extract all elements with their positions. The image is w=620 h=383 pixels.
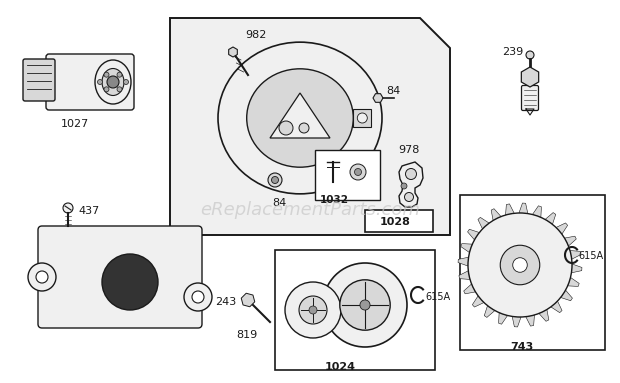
Polygon shape	[373, 94, 383, 102]
FancyBboxPatch shape	[46, 54, 134, 110]
Polygon shape	[551, 301, 562, 313]
FancyBboxPatch shape	[23, 59, 55, 101]
FancyBboxPatch shape	[521, 85, 539, 111]
Circle shape	[350, 164, 366, 180]
Polygon shape	[526, 315, 534, 326]
Polygon shape	[570, 250, 581, 259]
Text: 437: 437	[78, 206, 99, 216]
Bar	[353, 109, 371, 127]
Ellipse shape	[102, 69, 124, 95]
Text: 819: 819	[236, 330, 257, 340]
Polygon shape	[461, 244, 472, 252]
Text: 1024: 1024	[325, 362, 356, 372]
Circle shape	[102, 254, 158, 310]
Polygon shape	[521, 67, 539, 87]
Circle shape	[323, 263, 407, 347]
Polygon shape	[467, 229, 479, 240]
Circle shape	[104, 87, 109, 92]
Polygon shape	[539, 309, 549, 321]
Ellipse shape	[95, 60, 131, 104]
Circle shape	[340, 280, 390, 330]
Text: 615A: 615A	[425, 292, 450, 302]
Circle shape	[36, 271, 48, 283]
Bar	[365, 210, 433, 232]
Circle shape	[500, 245, 540, 285]
Circle shape	[285, 282, 341, 338]
Polygon shape	[229, 47, 237, 57]
Circle shape	[404, 193, 414, 201]
Circle shape	[279, 121, 293, 135]
Polygon shape	[568, 277, 579, 286]
Circle shape	[107, 76, 119, 88]
Polygon shape	[484, 306, 495, 318]
Polygon shape	[170, 18, 450, 235]
Circle shape	[405, 169, 417, 180]
Polygon shape	[459, 271, 470, 280]
FancyBboxPatch shape	[38, 226, 202, 328]
Circle shape	[28, 263, 56, 291]
Circle shape	[192, 291, 204, 303]
Polygon shape	[533, 206, 541, 218]
Circle shape	[401, 183, 407, 189]
Polygon shape	[478, 218, 489, 229]
Text: 982: 982	[245, 30, 267, 40]
Ellipse shape	[218, 42, 382, 194]
Circle shape	[268, 173, 282, 187]
Polygon shape	[560, 290, 572, 301]
Circle shape	[97, 80, 102, 85]
Bar	[315, 150, 380, 200]
Text: 243: 243	[215, 297, 236, 307]
Text: 743: 743	[510, 342, 533, 352]
Text: 615A: 615A	[578, 251, 603, 261]
Polygon shape	[505, 204, 514, 215]
Circle shape	[309, 306, 317, 314]
Text: 978: 978	[398, 145, 419, 155]
Circle shape	[104, 72, 109, 77]
Text: eReplacementParts.com: eReplacementParts.com	[200, 201, 420, 219]
Circle shape	[123, 80, 128, 85]
Polygon shape	[519, 203, 528, 214]
Text: 1027: 1027	[61, 119, 89, 129]
Polygon shape	[270, 93, 330, 138]
Circle shape	[355, 169, 361, 175]
Text: 1032: 1032	[320, 195, 349, 205]
Circle shape	[513, 258, 527, 272]
Polygon shape	[491, 209, 501, 221]
Circle shape	[117, 72, 122, 77]
Circle shape	[117, 87, 122, 92]
Polygon shape	[464, 284, 476, 294]
Ellipse shape	[247, 69, 353, 167]
Polygon shape	[512, 316, 521, 327]
Polygon shape	[241, 293, 255, 307]
Circle shape	[299, 296, 327, 324]
Polygon shape	[572, 264, 582, 273]
Text: 84: 84	[272, 198, 286, 208]
Polygon shape	[545, 213, 556, 224]
Bar	[275, 250, 435, 370]
Circle shape	[272, 177, 278, 183]
Polygon shape	[564, 236, 576, 246]
Polygon shape	[399, 162, 423, 207]
Circle shape	[184, 283, 212, 311]
Polygon shape	[498, 313, 508, 324]
Polygon shape	[472, 296, 484, 307]
Circle shape	[357, 113, 367, 123]
Bar	[460, 195, 605, 350]
Circle shape	[63, 203, 73, 213]
Text: 1028: 1028	[379, 217, 410, 227]
Polygon shape	[556, 223, 568, 234]
Text: 239: 239	[502, 47, 523, 57]
Circle shape	[360, 300, 370, 310]
Text: 84: 84	[386, 86, 401, 96]
Polygon shape	[458, 257, 469, 266]
Circle shape	[299, 123, 309, 133]
Circle shape	[468, 213, 572, 317]
Circle shape	[526, 51, 534, 59]
